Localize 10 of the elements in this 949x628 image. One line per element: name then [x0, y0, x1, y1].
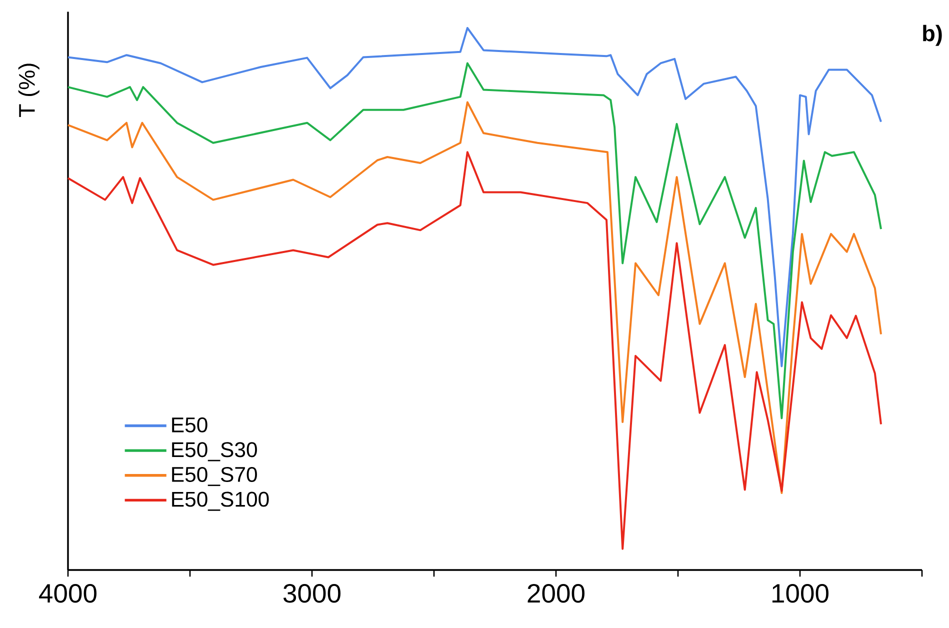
- x-tick-label: 1000: [772, 584, 828, 603]
- text: b): [923, 24, 942, 46]
- x-tick-label: 3000: [283, 584, 340, 603]
- x-tick-label: 2000: [528, 584, 584, 603]
- legend-label: E50_S100: [172, 492, 269, 511]
- legend-label: E50_S70: [172, 466, 257, 486]
- legend-label: E50_S30: [172, 442, 257, 462]
- y-axis-title: T (%): [18, 64, 40, 117]
- x-tick-label: 4000: [39, 584, 96, 603]
- legend-label: E50: [172, 417, 208, 432]
